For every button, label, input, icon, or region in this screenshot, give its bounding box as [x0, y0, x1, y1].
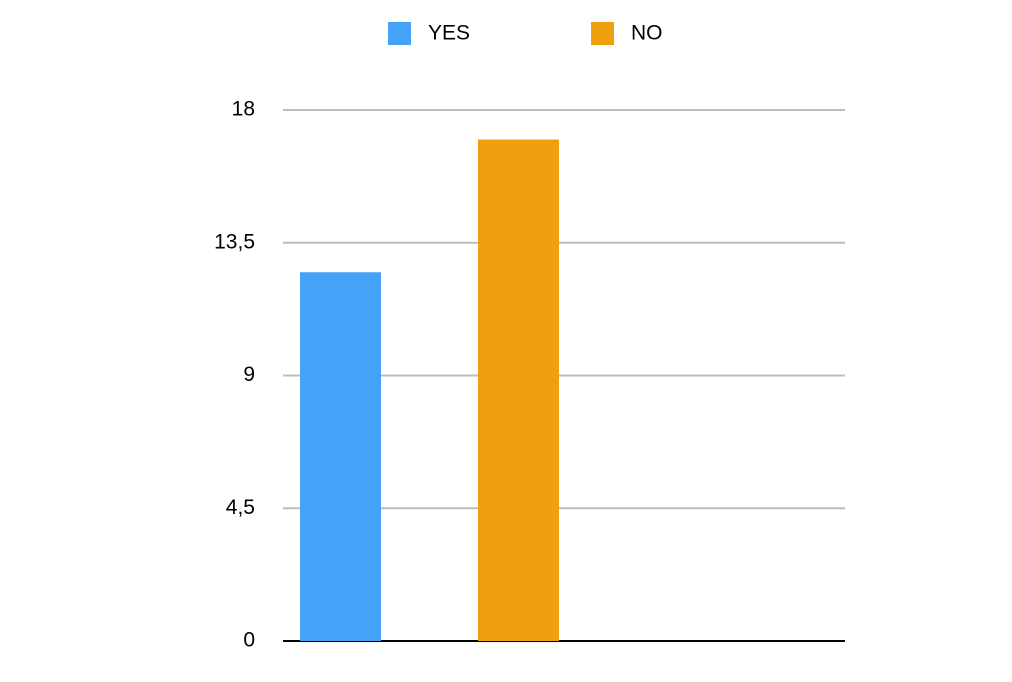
bar [300, 272, 381, 641]
y-tick-label: 13,5 [214, 230, 255, 253]
legend-label: NO [631, 22, 663, 45]
y-tick-label: 4,5 [226, 496, 255, 519]
y-tick-label: 9 [243, 363, 255, 386]
bar [478, 139, 559, 641]
y-tick-label: 18 [232, 98, 255, 121]
legend-swatch [388, 22, 411, 45]
legend-swatch [591, 22, 614, 45]
y-tick-label: 0 [243, 629, 255, 652]
legend-label: YES [428, 22, 470, 45]
